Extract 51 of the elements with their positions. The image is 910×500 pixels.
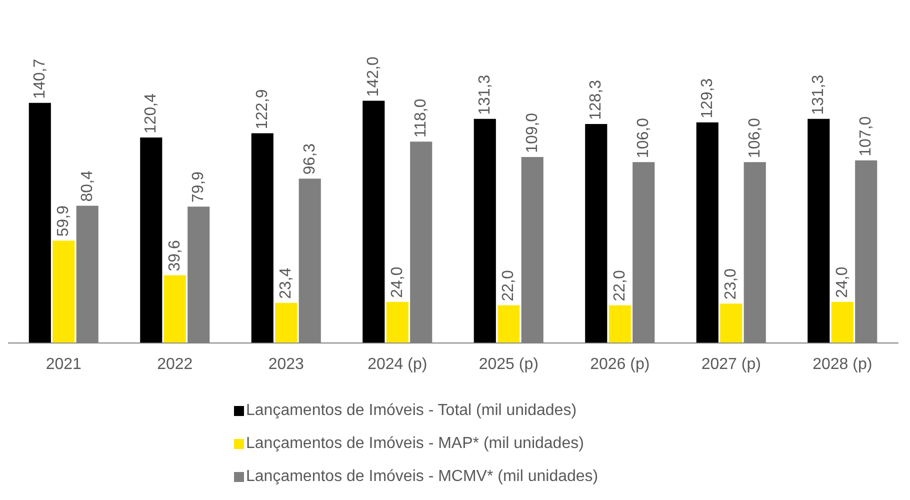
bar	[251, 133, 274, 343]
bar	[808, 118, 830, 343]
bar	[28, 102, 51, 343]
x-tick-label: 2022	[157, 356, 193, 373]
data-label: 22,0	[500, 270, 518, 302]
data-label: 131,3	[476, 74, 494, 115]
bar	[164, 275, 186, 343]
data-label: 129,3	[698, 78, 716, 118]
data-label: 109,0	[524, 112, 541, 153]
legend-label: Lançamentos de Imóveis - Total (mil unidades)	[246, 402, 577, 420]
data-label: 107,0	[858, 116, 875, 156]
data-label: 24,0	[834, 266, 851, 298]
data-label: 96,3	[301, 143, 318, 175]
data-label: 142,0	[365, 56, 382, 97]
x-tick-label: 2021	[46, 356, 82, 373]
bar	[386, 302, 408, 343]
bar	[140, 138, 162, 343]
bar	[831, 302, 854, 343]
data-label: 122,9	[254, 89, 271, 130]
data-label: 128,3	[588, 80, 605, 120]
data-label: 79,9	[190, 171, 208, 203]
bar	[608, 305, 631, 343]
bar	[720, 304, 742, 343]
data-label: 24,0	[388, 266, 406, 298]
x-tick-label: 2023	[268, 356, 304, 373]
bar	[498, 305, 520, 343]
bar	[474, 118, 496, 343]
x-tick-label: 2027 (p)	[701, 356, 761, 373]
data-label: 59,9	[55, 205, 72, 237]
bar	[52, 240, 75, 343]
data-label: 106,0	[746, 118, 764, 158]
data-label: 131,3	[810, 74, 828, 115]
legend-label: Lançamentos de Imóveis - MAP* (mil unidades)	[246, 434, 584, 452]
bar	[275, 302, 298, 343]
data-label: 80,4	[78, 170, 96, 202]
data-label: 23,4	[278, 268, 295, 299]
data-label: 23,0	[722, 268, 740, 300]
data-label: 140,7	[31, 58, 48, 99]
x-tick-label: 2024 (p)	[368, 356, 428, 373]
x-tick-label: 2026 (p)	[590, 356, 650, 373]
bar	[362, 100, 385, 343]
x-tick-label: 2025 (p)	[478, 356, 538, 373]
legend-label: Lançamentos de Imóveis - MCMV* (mil unidades)	[246, 468, 598, 486]
data-label: 22,0	[611, 270, 628, 302]
x-tick-label: 2028 (p)	[812, 356, 872, 373]
bar	[696, 122, 718, 343]
data-label: 120,4	[142, 93, 160, 134]
bar	[585, 124, 608, 343]
data-label: 118,0	[412, 98, 430, 138]
data-label: 106,0	[635, 118, 652, 158]
data-label: 39,6	[166, 240, 184, 272]
